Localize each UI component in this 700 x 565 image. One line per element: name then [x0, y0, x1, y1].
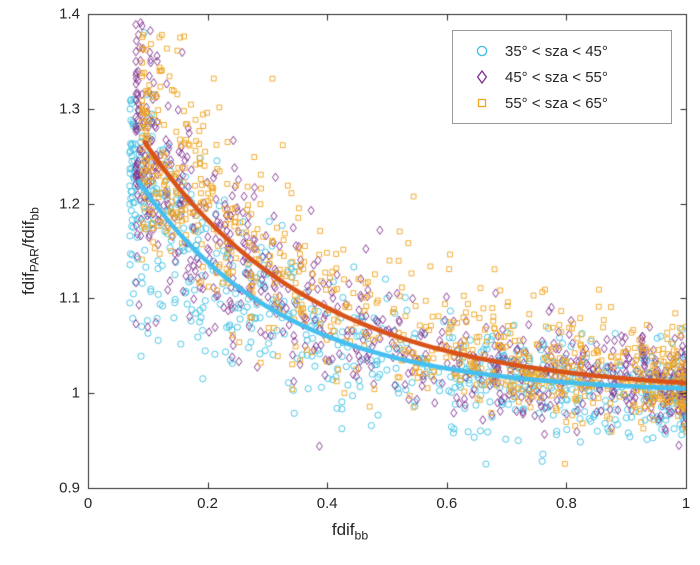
y-tick-label: 1.1 [59, 289, 80, 307]
y-axis-label-base2: /fdif [19, 220, 38, 249]
y-axis-label-base1: fdif [19, 272, 38, 295]
x-axis-label-sub: bb [354, 528, 369, 543]
legend-label: 55° < sza < 65° [505, 94, 608, 112]
y-tick-label: 1 [71, 384, 80, 402]
x-tick-label: 0 [83, 495, 93, 512]
y-axis-label-sub2: bb [27, 207, 42, 221]
y-axis-label-sub1: PAR [27, 248, 42, 273]
y-tick-label: 1.4 [59, 5, 80, 23]
x-tick-label: 0.6 [436, 495, 458, 512]
x-tick-label: 0.4 [316, 495, 338, 512]
x-axis-label-base: fdif [331, 520, 355, 539]
legend-item-45-55: 45° < sza < 55° [459, 64, 665, 90]
y-axis-label: fdifPAR/fdifbb [19, 101, 41, 401]
x-axis-label: fdifbb [0, 520, 700, 542]
legend-marker-diamond-icon [459, 69, 505, 85]
x-tick-label: 1 [681, 495, 691, 512]
y-tick-label: 1.3 [59, 100, 80, 118]
legend-item-35-45: 35° < sza < 45° [459, 38, 665, 64]
y-tick-label: 0.9 [59, 479, 80, 497]
y-tick-label: 1.2 [59, 195, 80, 213]
legend-box[interactable]: 35° < sza < 45° 45° < sza < 55° 55° < sz… [452, 30, 672, 124]
x-tick-label: 0.8 [555, 495, 577, 512]
legend-marker-square-icon [459, 96, 505, 110]
legend-item-55-65: 55° < sza < 65° [459, 90, 665, 116]
x-tick-label: 0.2 [197, 495, 219, 512]
legend-marker-circle-icon [459, 44, 505, 58]
legend-label: 45° < sza < 55° [505, 68, 608, 86]
legend-label: 35° < sza < 45° [505, 42, 608, 60]
